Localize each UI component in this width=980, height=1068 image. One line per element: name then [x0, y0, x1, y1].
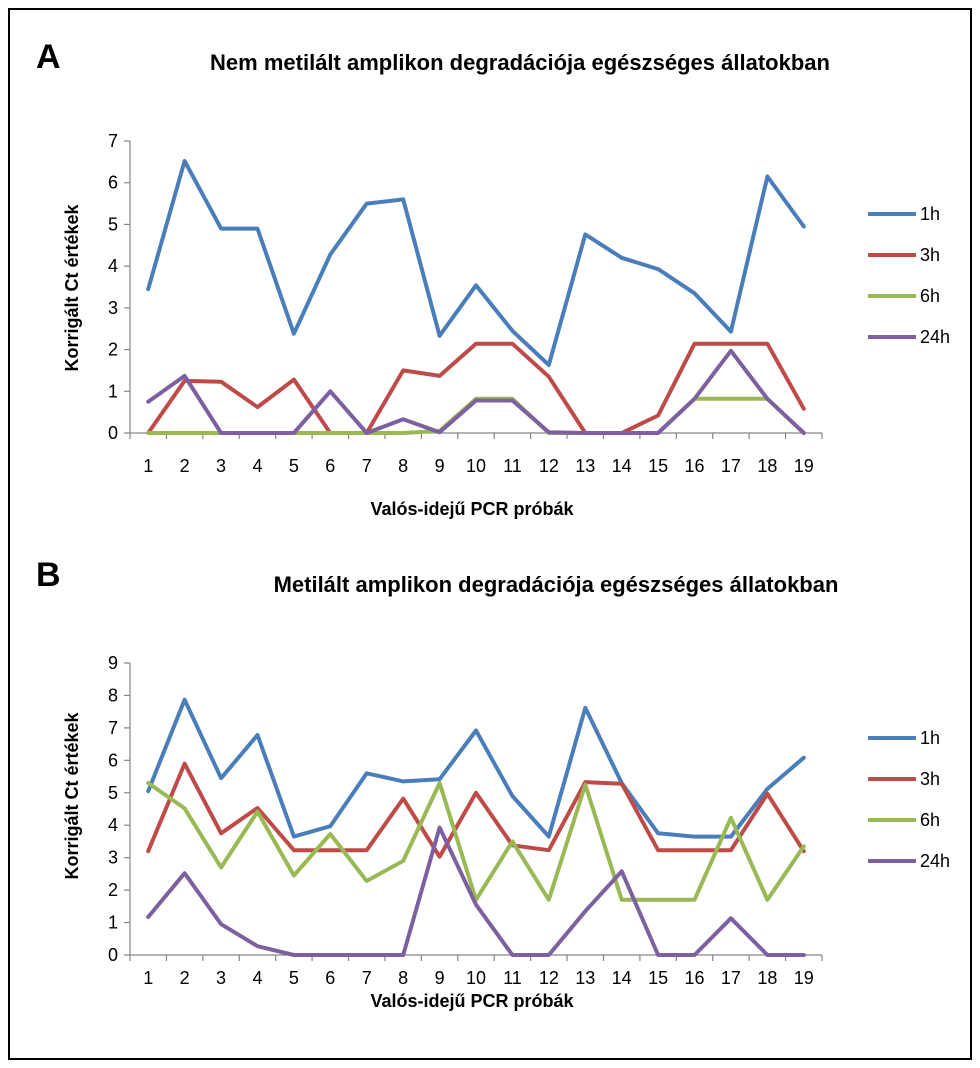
panel-b-x-tick-label: 8	[398, 968, 408, 988]
panel-b-x-tick-label: 12	[539, 968, 559, 988]
panel-b-x-tick-label: 11	[503, 968, 522, 988]
panel-b-x-tick-label: 17	[721, 968, 741, 988]
figure-frame	[8, 8, 972, 1060]
panel-b-y-tick-label: 4	[108, 815, 118, 835]
panel-b-series-line-6h	[146, 781, 806, 902]
panel-a-x-tick-label: 14	[612, 456, 632, 476]
panel-b-title: Metilált amplikon degradációja egészsége…	[274, 572, 839, 597]
panel-a-x-tick-label: 7	[362, 456, 372, 476]
panel-a-legend-label-3h: 3h	[920, 245, 940, 265]
panel-b-x-tick-label: 3	[216, 968, 226, 988]
panel-b-x-tick-label: 16	[685, 968, 705, 988]
panel-a-y-tick-label: 0	[108, 423, 118, 443]
panel-a-legend-label-6h: 6h	[920, 286, 940, 306]
panel-a-x-tick-label: 5	[289, 456, 299, 476]
panel-a-y-tick-label: 6	[108, 173, 118, 193]
panel-b-legend: 1h 3h 6h 24h	[868, 728, 950, 871]
panel-a-y-axis-label: Korrigált Ct értékek	[62, 203, 82, 371]
panel-b-x-tick-label: 19	[794, 968, 814, 988]
panel-a-x-tick-label: 17	[721, 456, 741, 476]
panel-b-x-tick-label: 13	[575, 968, 595, 988]
panel-b-series-line-1h	[146, 697, 806, 839]
panel-b-chart: B Metilált amplikon degradációja egészsé…	[36, 556, 950, 1011]
panel-a-x-tick-label: 6	[325, 456, 335, 476]
panel-a-chart: A Nem metilált amplikon degradációja egé…	[36, 38, 950, 519]
panel-b-x-tick-label: 2	[180, 968, 190, 988]
panel-a-x-tick-label: 4	[252, 456, 262, 476]
panel-b-x-tick-label: 14	[612, 968, 632, 988]
panel-a-x-axis-label: Valós-idejű PCR próbák	[370, 499, 574, 519]
panel-b-x-tick-label: 18	[757, 968, 777, 988]
panel-a-x-tick-label: 12	[539, 456, 559, 476]
panel-b-x-tick-label: 15	[648, 968, 668, 988]
panel-b-y-tick-label: 3	[108, 848, 118, 868]
panel-a-x-tick-label: 13	[575, 456, 595, 476]
panel-b-series-line-24h	[146, 825, 806, 957]
panel-a-series	[146, 159, 806, 435]
panel-a-series-line-1h	[146, 159, 806, 367]
panel-b-series	[146, 697, 806, 957]
panel-b-x-tick-label: 10	[466, 968, 486, 988]
panel-b-letter: B	[36, 556, 61, 594]
panel-b-x-axis-label: Valós-idejű PCR próbák	[370, 991, 574, 1011]
panel-a-x-tick-label: 19	[794, 456, 814, 476]
panel-a-x-tick-label: 9	[435, 456, 445, 476]
panel-a-x-tick-label: 2	[180, 456, 190, 476]
panel-b-y-tick-label: 2	[108, 880, 118, 900]
panel-a-legend-label-24h: 24h	[920, 327, 950, 347]
panel-b-series-line-3h	[146, 761, 806, 859]
panel-b-y-tick-label: 0	[108, 945, 118, 965]
panel-a-x-tick-label: 15	[648, 456, 668, 476]
panel-a-series-line-6h	[146, 396, 806, 435]
panel-a-x-tick-label: 10	[466, 456, 486, 476]
panel-b-x-tick-label: 6	[325, 968, 335, 988]
panel-a-y-tick-label: 5	[108, 214, 118, 234]
panel-a-series-line-3h	[146, 341, 806, 435]
panel-b-y-axis-label: Korrigált Ct értékek	[62, 711, 82, 879]
panel-b-x-tick-label: 1	[143, 968, 153, 988]
panel-b-legend-label-24h: 24h	[920, 851, 950, 871]
panel-b-y-tick-label: 5	[108, 783, 118, 803]
panel-b-y-tick-label: 8	[108, 685, 118, 705]
panel-b-y-tick-label: 7	[108, 718, 118, 738]
panel-a-y-tick-label: 1	[108, 381, 118, 401]
panel-b-x-tick-label: 7	[362, 968, 372, 988]
panel-a-legend: 1h 3h 6h 24h	[868, 204, 950, 347]
panel-a-x-tick-label: 1	[143, 456, 153, 476]
panel-a-x-tick-label: 3	[216, 456, 226, 476]
panel-a-x-tick-label: 11	[503, 456, 522, 476]
panel-a-letter: A	[36, 38, 61, 76]
panel-b-x-tick-label: 9	[435, 968, 445, 988]
panel-b-y-tick-label: 9	[108, 653, 118, 673]
panel-a-x-tick-label: 16	[685, 456, 705, 476]
panel-b-y-tick-label: 1	[108, 913, 118, 933]
panel-a-title: Nem metilált amplikon degradációja egész…	[210, 50, 830, 75]
panel-b-x-tick-label: 4	[252, 968, 262, 988]
panel-b-legend-label-6h: 6h	[920, 810, 940, 830]
panel-a-series-line-24h	[146, 348, 806, 435]
panel-a-x-tick-label: 8	[398, 456, 408, 476]
panel-a-y-tick-label: 3	[108, 298, 118, 318]
panel-a-y-tick-label: 4	[108, 256, 118, 276]
panel-a-y-tick-label: 7	[108, 131, 118, 151]
panel-a-x-tick-label: 18	[757, 456, 777, 476]
panel-b-x-tick-label: 5	[289, 968, 299, 988]
panel-b-y-tick-label: 6	[108, 750, 118, 770]
panel-a-legend-label-1h: 1h	[920, 204, 940, 224]
panel-a-y-tick-label: 2	[108, 340, 118, 360]
panel-b-legend-label-1h: 1h	[920, 728, 940, 748]
panel-b-legend-label-3h: 3h	[920, 769, 940, 789]
